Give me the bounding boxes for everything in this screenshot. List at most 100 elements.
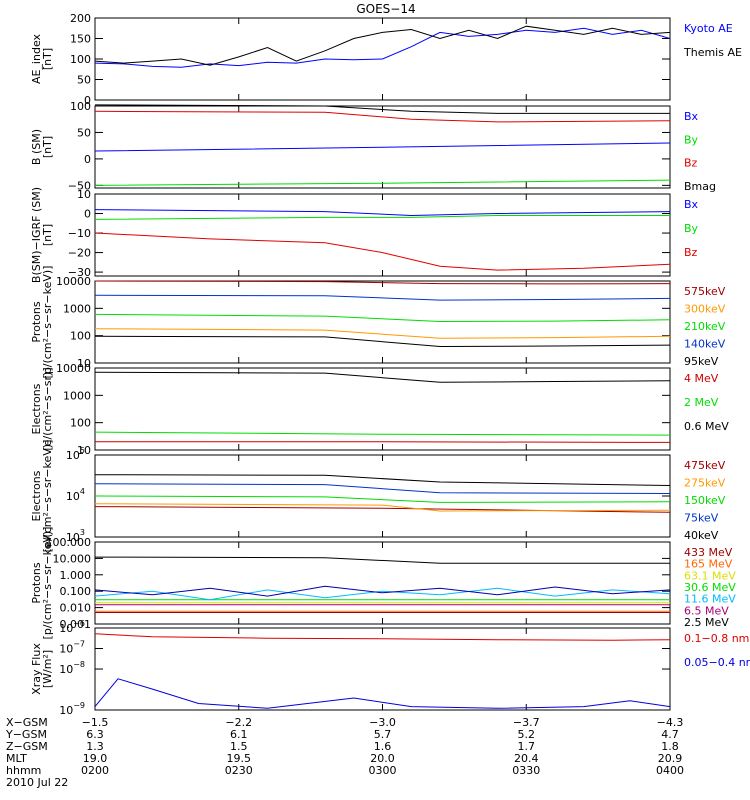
- legend-entry: Bx: [684, 110, 699, 123]
- panel-3: −30 −20 −10 0 10 B(SM)−IGRF (SM)[nT] Bx By Bz: [30, 187, 699, 283]
- x-axis-value: 0230: [225, 764, 253, 777]
- x-axis-value: 19.0: [83, 752, 108, 765]
- panel-frame: [94, 280, 671, 364]
- y-axis-label: Electrons[e/(cm²−s−sr)]: [30, 367, 54, 450]
- x-axis-table: X−GSM −1.5 −2.2 −3.0 −3.7 −4.3 Y−GSM 6.3 6.1 5.7 5…: [5, 716, 684, 789]
- legend-entry: 2 MeV: [684, 396, 719, 409]
- y-axis-label: B (SM)[nT]: [30, 129, 54, 165]
- legend-entry: 6.5 MeV: [684, 604, 729, 617]
- panel-1: 0 50 100 150 200 AE_index[nT] Kyoto AE Themis A…: [30, 12, 742, 107]
- y-axis-label: B(SM)−IGRF (SM)[nT]: [30, 187, 54, 283]
- y-tick-label: 0.010: [60, 602, 92, 615]
- x-axis-row-label: hhmm: [6, 764, 41, 777]
- y-tick-label: 10−8: [59, 660, 85, 676]
- series-line: [94, 328, 671, 339]
- series-line: [94, 503, 671, 512]
- series-line: [94, 313, 671, 323]
- y-tick-label: 10−7: [59, 640, 85, 656]
- x-axis-value: 4.7: [661, 728, 679, 741]
- series-line: [94, 27, 671, 68]
- y-tick-label: 100: [70, 53, 91, 66]
- y-axis-label: AE_index[nT]: [30, 33, 54, 84]
- x-axis-value: −4.3: [657, 716, 684, 729]
- series-line: [94, 294, 671, 301]
- legend-entry: 40keV: [684, 529, 719, 542]
- legend-entry: 140keV: [684, 338, 726, 351]
- y-tick-label: 10000: [56, 362, 91, 375]
- legend-entry: 475keV: [684, 459, 726, 472]
- series-line: [94, 483, 671, 494]
- y-tick-label: 10: [77, 188, 91, 201]
- y-tick-label: 100: [70, 417, 91, 430]
- legend-entry: 433 MeV: [684, 546, 733, 559]
- series-line: [94, 506, 671, 513]
- y-tick-label: 1000: [63, 389, 91, 402]
- y-axis-label: Protons[p/(cm²−s−sr−keV)]: [30, 527, 54, 640]
- series-line: [94, 209, 671, 217]
- series-line: [94, 633, 671, 641]
- y-tick-label: 50: [77, 126, 91, 139]
- legend-entry: Bmag: [684, 180, 716, 193]
- x-axis-value: 1.3: [86, 740, 104, 753]
- x-axis-value: −3.7: [513, 716, 540, 729]
- y-tick-label: −30: [68, 266, 91, 279]
- legend-entry: Themis AE: [683, 46, 742, 59]
- x-axis-value: −3.0: [369, 716, 396, 729]
- x-axis-value: 1.8: [661, 740, 679, 753]
- x-axis-value: 6.3: [86, 728, 104, 741]
- series-line: [94, 142, 671, 152]
- legend-entry: 0.05−0.4 nm: [684, 656, 750, 669]
- x-axis-value: 20.9: [658, 752, 683, 765]
- y-axis-label: Protons[p/(cm²−s−sr−keV)]: [30, 266, 54, 379]
- x-axis-value: 1.6: [374, 740, 392, 753]
- y-tick-label: 0: [84, 153, 91, 166]
- x-axis-value: −1.5: [82, 716, 109, 729]
- x-axis-value: 0330: [512, 764, 540, 777]
- series-line: [94, 495, 671, 503]
- series-line: [94, 25, 671, 66]
- series-line: [94, 215, 670, 220]
- x-axis-value: 1.7: [518, 740, 536, 753]
- x-axis-row-label: Z−GSM: [6, 740, 48, 753]
- y-tick-label: 100.000: [46, 536, 92, 549]
- series-line: [94, 585, 671, 597]
- legend-entry: 575keV: [684, 285, 726, 298]
- legend-entry: 4 MeV: [684, 372, 719, 385]
- x-axis-row-label: MLT: [6, 752, 27, 765]
- panel-frame: [94, 367, 671, 451]
- x-axis-value: 0400: [656, 764, 684, 777]
- legend-entry: 210keV: [684, 320, 726, 333]
- legend-entry: 300keV: [684, 303, 726, 316]
- x-axis-value: 5.7: [374, 728, 392, 741]
- y-tick-label: 10.000: [53, 552, 92, 565]
- x-axis-value: 1.5: [230, 740, 248, 753]
- y-tick-label: 150: [70, 33, 91, 46]
- legend-entry: 30.6 MeV: [684, 581, 736, 594]
- y-tick-label: 10: [77, 357, 91, 370]
- legend-entry: 95keV: [684, 355, 719, 368]
- y-tick-label: 10000: [56, 275, 91, 288]
- legend-entry: 0.1−0.8 nm: [684, 632, 749, 645]
- x-axis-value: 20.0: [370, 752, 395, 765]
- y-tick-label: 100: [70, 100, 91, 113]
- series-line: [94, 232, 671, 271]
- series-line: [95, 441, 671, 443]
- plot-title: GOES−14: [356, 2, 415, 16]
- x-axis-row-label: X−GSM: [6, 716, 48, 729]
- panel-2: −50 0 50 100 B (SM)[nT] Bx By Bz Bmag: [30, 100, 716, 193]
- legend-entry: Bz: [684, 246, 698, 259]
- x-axis-value: 0300: [369, 764, 397, 777]
- series-line: [94, 474, 671, 486]
- series-line: [94, 556, 670, 564]
- x-axis-row-label: Y−GSM: [5, 728, 47, 741]
- series-line: [94, 179, 671, 186]
- legend-entry: Bx: [684, 198, 699, 211]
- legend-entry: 11.6 MeV: [684, 593, 736, 606]
- y-tick-label: −50: [68, 179, 91, 192]
- panel-frame: [94, 193, 671, 277]
- y-tick-label: 50: [77, 74, 91, 87]
- y-tick-label: 1.000: [60, 569, 92, 582]
- y-tick-label: 0: [84, 94, 91, 107]
